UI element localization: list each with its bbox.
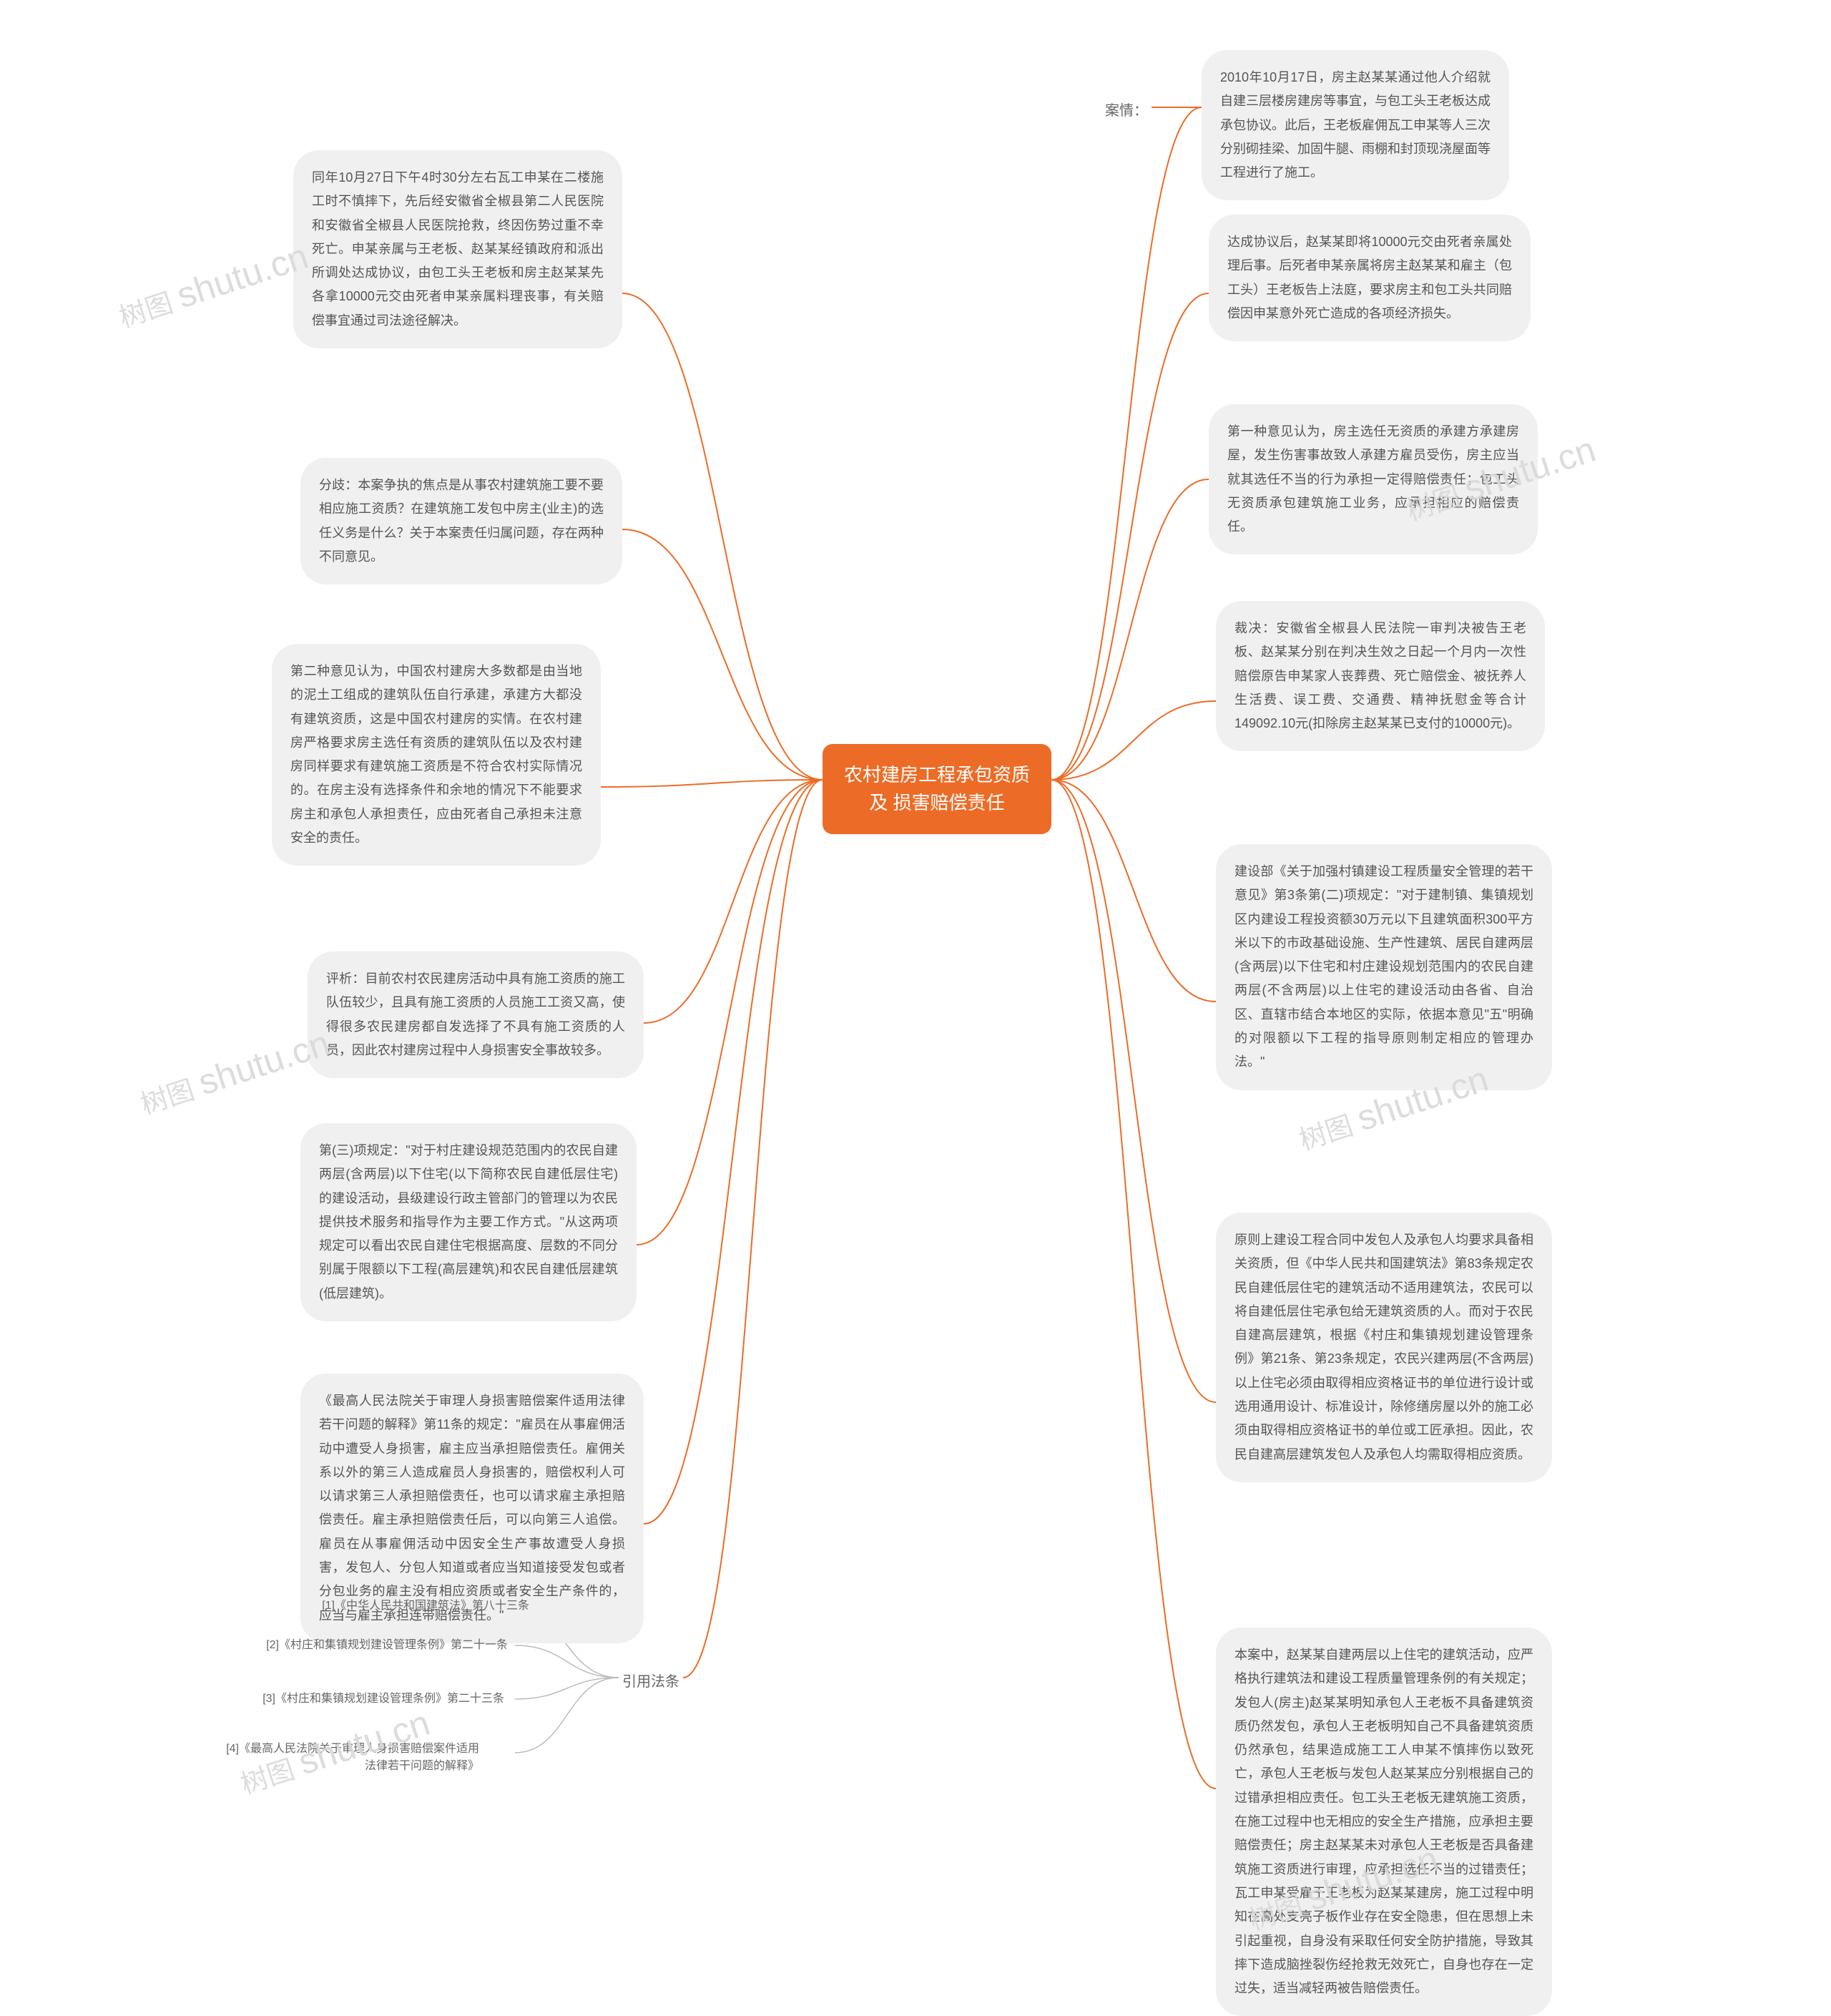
node-l5: 第(三)项规定："对于村庄建设规范范围内的农民自建两层(含两层)以下住宅(以下简…: [300, 1123, 637, 1321]
node-r4: 裁决：安徽省全椒县人民法院一审判决被告王老板、赵某某分别在判决生效之日起一个月内…: [1216, 601, 1545, 751]
ref-item-3: [4]《最高人民法院关于审理人身损害赔偿案件适用法律若干问题的解释》: [222, 1738, 479, 1773]
ref-item-0: [1]《中华人民共和国建筑法》第八十三条: [272, 1595, 529, 1613]
node-r1: 2010年10月17日，房主赵某某通过他人介绍就自建三层楼房建房等事宜，与包工头…: [1202, 50, 1509, 200]
ref-item-2: [3]《村庄和集镇规划建设管理条例》第二十三条: [247, 1688, 504, 1706]
label-case: 案情：: [1105, 99, 1148, 119]
node-l4: 评析：目前农村农民建房活动中具有施工资质的施工队伍较少，且具有施工资质的人员施工…: [308, 951, 644, 1078]
node-r3: 第一种意见认为，房主选任无资质的承建方承建房屋，发生伤害事故致人承建方雇员受伤，…: [1209, 404, 1538, 554]
node-r2: 达成协议后，赵某某即将10000元交由死者亲属处理后事。后死者申某亲属将房主赵某…: [1209, 215, 1531, 341]
node-l1: 同年10月27日下午4时30分左右瓦工申某在二楼施工时不慎摔下，先后经安徽省全椒…: [293, 150, 622, 348]
center-title: 农村建房工程承包资质及 损害赔偿责任: [844, 764, 1030, 813]
center-node: 农村建房工程承包资质及 损害赔偿责任: [823, 744, 1051, 834]
node-r6: 原则上建设工程合同中发包人及承包人均要求具备相关资质，但《中华人民共和国建筑法》…: [1216, 1213, 1552, 1482]
node-l3: 第二种意见认为，中国农村建房大多数都是由当地的泥土工组成的建筑队伍自行承建，承建…: [272, 644, 601, 866]
watermark: 树图 shutu.cn: [113, 235, 313, 336]
node-l2: 分歧：本案争执的焦点是从事农村建筑施工要不要相应施工资质？在建筑施工发包中房主(…: [300, 458, 622, 584]
node-r7: 本案中，赵某某自建两层以上住宅的建筑活动，应严格执行建筑法和建设工程质量管理条例…: [1216, 1628, 1552, 2016]
watermark: 树图 shutu.cn: [134, 1022, 335, 1122]
node-r5: 建设部《关于加强村镇建设工程质量安全管理的若干意见》第3条第(二)项规定："对于…: [1216, 844, 1552, 1090]
label-refs: 引用法条: [622, 1670, 679, 1690]
ref-item-1: [2]《村庄和集镇规划建设管理条例》第二十一条: [250, 1635, 508, 1652]
